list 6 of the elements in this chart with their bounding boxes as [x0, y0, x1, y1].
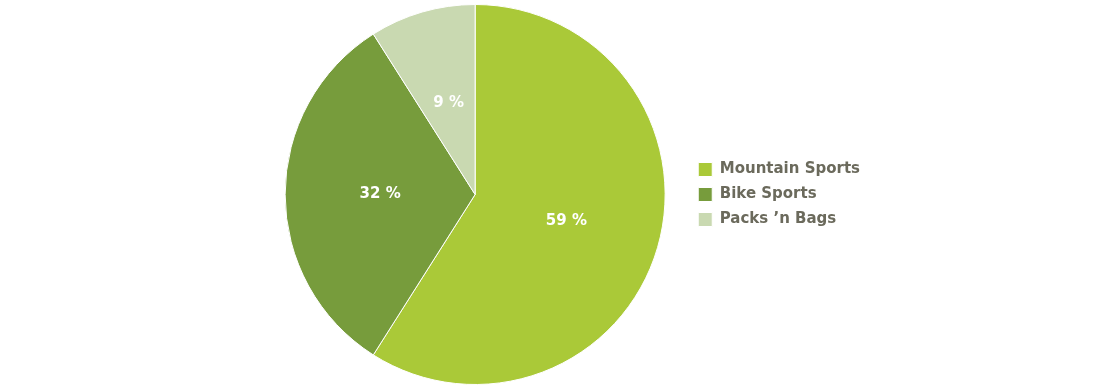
data-label: 59 % [545, 210, 587, 229]
legend-label: Mountain Sports [719, 159, 861, 178]
legend-label: Packs ’n Bags [719, 209, 837, 228]
data-label: 32 % [359, 184, 401, 203]
legend-label: Bike Sports [719, 184, 817, 203]
data-label: 9 % [433, 93, 464, 112]
